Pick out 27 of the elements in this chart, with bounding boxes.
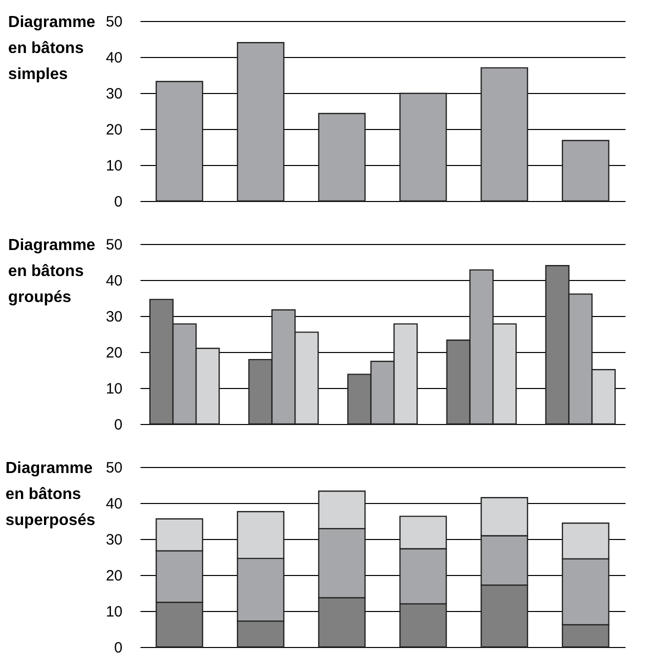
y-tick-label: 50	[106, 14, 122, 30]
y-tick-label: 10	[106, 380, 122, 398]
text: Diagramme en bâtons groupés	[8, 237, 96, 306]
y-tick-label: 40	[106, 496, 122, 512]
y-tick-label: 20	[106, 344, 122, 362]
y-tick-label: 30	[106, 532, 122, 548]
text: Diagramme en bâtons simples	[8, 14, 96, 83]
text: Diagramme en bâtons superposés	[6, 460, 96, 529]
bar	[562, 140, 610, 202]
bar	[318, 112, 366, 202]
bar	[236, 42, 284, 202]
y-tick-label: 30	[106, 86, 122, 102]
y-tick-label: 0	[114, 416, 122, 434]
y-tick-label: 0	[114, 640, 122, 656]
y-tick-label: 30	[106, 308, 122, 326]
bar	[399, 92, 447, 202]
y-tick-label: 50	[106, 236, 122, 254]
y-tick-label: 50	[106, 460, 122, 476]
y-tick-label: 0	[114, 194, 122, 210]
bar	[480, 67, 528, 202]
y-tick-label: 10	[106, 604, 122, 620]
y-tick-label: 40	[106, 50, 122, 66]
y-tick-label: 10	[106, 158, 122, 174]
bar	[156, 80, 204, 202]
y-tick-label: 40	[106, 272, 122, 290]
y-tick-label: 20	[106, 122, 122, 138]
y-tick-label: 20	[106, 568, 122, 584]
